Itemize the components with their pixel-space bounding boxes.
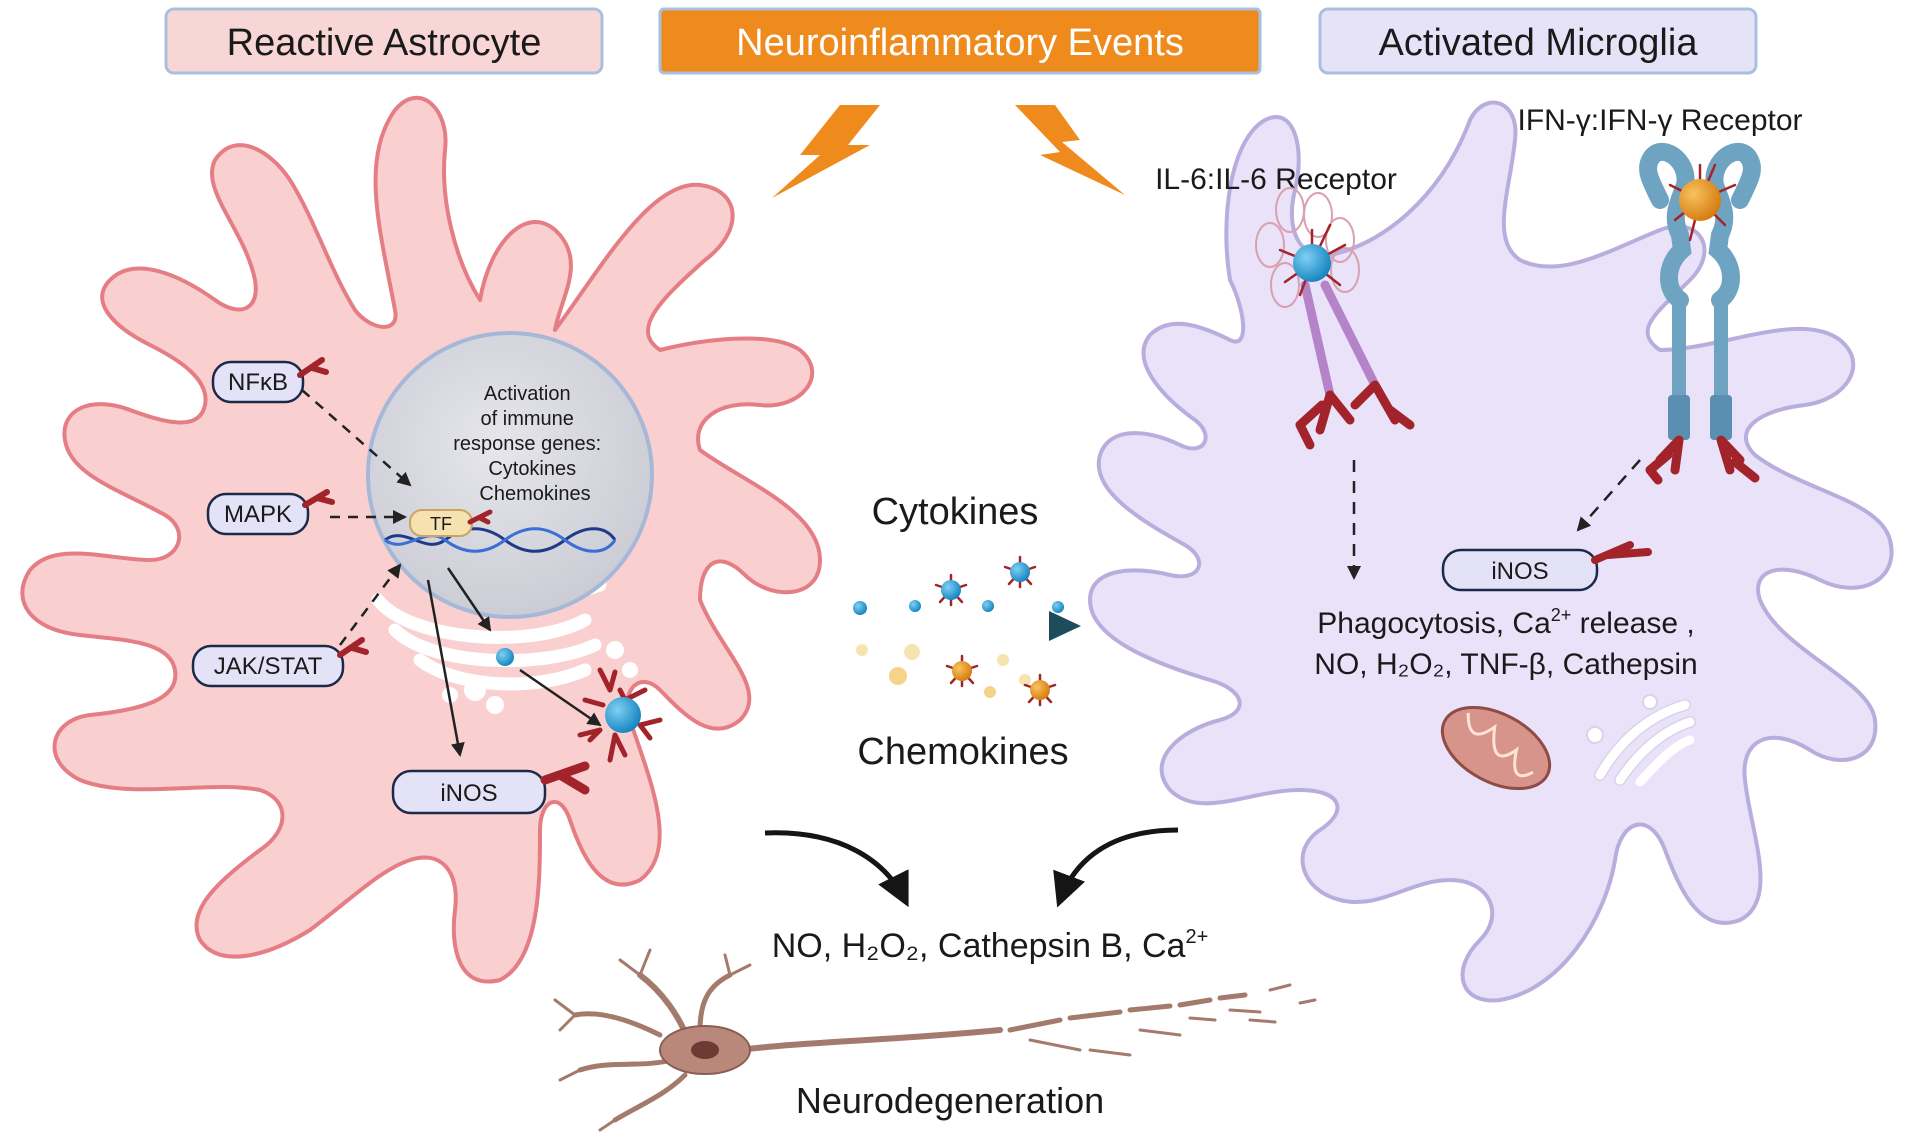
chemokine-with-receptors <box>1023 673 1057 707</box>
receptor-icon <box>1591 541 1652 564</box>
cytokine-particle <box>496 648 514 666</box>
cytokine-particle <box>1052 601 1064 613</box>
tf-receptor-icon <box>467 509 493 525</box>
pathway-jak-stat: JAK/STAT <box>191 637 369 688</box>
microglia-inos: iNOS <box>1441 541 1652 592</box>
mitochondrion <box>1440 705 1552 791</box>
cytokines-label: Cytokines <box>872 491 1039 533</box>
header-microglia-text: Activated Microglia <box>1379 22 1699 64</box>
pathway-jak-stat-label: JAK/STAT <box>214 653 323 680</box>
cytokine-particle <box>909 600 921 612</box>
header-neuroinflammatory-events: Neuroinflammatory Events <box>658 7 1262 75</box>
nucleus-output-arrows <box>426 567 602 757</box>
receptor-icon <box>1716 435 1760 483</box>
chemokines-label: Chemokines <box>857 731 1068 773</box>
vesicle <box>1642 694 1658 710</box>
vesicle <box>606 641 624 659</box>
astrocyte-inos: iNOS <box>391 761 590 815</box>
nucleus-text-line: Cytokines <box>488 458 576 480</box>
header-activated-microglia: Activated Microglia <box>1318 7 1758 75</box>
vesicle <box>464 679 486 701</box>
receptor-icon <box>337 637 369 658</box>
chemokine-particles <box>856 644 1057 707</box>
chemokine-particle <box>997 654 1009 666</box>
cytokine-particle <box>853 601 867 615</box>
effects-superscript: 2+ <box>1551 605 1572 625</box>
neuron-nucleus <box>691 1041 719 1059</box>
cytokine-with-receptors <box>934 573 968 607</box>
astrocyte-inos-label: iNOS <box>440 780 497 807</box>
cytokine-with-receptors <box>1003 555 1037 589</box>
effects-text-end: release , <box>1571 607 1694 640</box>
chemokine-particle <box>1019 674 1031 686</box>
dashed-arrow <box>1576 459 1641 532</box>
astrocyte-nucleus <box>366 331 654 619</box>
header-events-text: Neuroinflammatory Events <box>736 22 1184 64</box>
neurodegeneration-label: Neurodegeneration <box>796 1080 1104 1121</box>
microglia-output-arrow <box>1053 827 1179 908</box>
solid-arrow <box>446 567 492 632</box>
chemokine-particle <box>889 667 907 685</box>
receptor-icon <box>1295 390 1355 450</box>
nucleus-text-line: Chemokines <box>479 483 590 505</box>
microglia-inos-label: iNOS <box>1491 558 1548 585</box>
microglia-arrows <box>1347 459 1641 580</box>
cytokine-particles <box>853 555 1064 615</box>
nucleus-text-line: of immune <box>481 408 574 430</box>
effects-text: Phagocytosis, Ca <box>1317 607 1551 640</box>
pathway-nfkb: NFκB <box>211 357 329 404</box>
vesicle <box>486 696 504 714</box>
dna-helix <box>384 527 617 553</box>
nucleus-text: Activation of immune response genes: Cyt… <box>453 383 606 505</box>
golgi-apparatus <box>1594 699 1696 787</box>
lightning-bolt-icon <box>772 105 880 198</box>
neuron-icon <box>553 948 1317 1132</box>
ifn-receptor-label: IFN-γ:IFN-γ Receptor <box>1517 104 1802 137</box>
chemokine-particle <box>904 644 920 660</box>
solid-arrow <box>519 668 602 727</box>
vesicle <box>1586 726 1604 744</box>
receptor-icon <box>540 761 590 795</box>
il6-receptor-complex <box>1255 187 1415 450</box>
microglia-effects-line1: Phagocytosis, Ca2+ release , <box>1317 605 1694 640</box>
receptor-icon <box>1645 435 1684 485</box>
chemokine-with-receptors <box>945 654 979 688</box>
chemokine-particle <box>856 644 868 656</box>
dashed-arrow <box>301 389 412 487</box>
lightning-bolt-icon <box>1015 105 1125 195</box>
nucleus-text-line: response genes: <box>453 433 601 455</box>
nucleus-text-line: Activation <box>484 383 571 405</box>
cytokine-particle <box>982 600 994 612</box>
pathway-mapk: MAPK <box>206 489 335 536</box>
header-reactive-astrocyte: Reactive Astrocyte <box>164 7 604 75</box>
microglia-effects-line2: NO, H₂O₂, TNF-β, Cathepsin <box>1314 648 1697 681</box>
vesicle <box>622 662 638 678</box>
pathway-nfkb-label: NFκB <box>228 369 288 396</box>
astrocyte-output-arrow <box>764 830 909 908</box>
receptor-icon <box>302 489 335 508</box>
membrane-cytokine-receptor <box>577 667 663 763</box>
bottom-products-text: NO, H₂O₂, Cathepsin B, Ca2+ <box>772 926 1209 965</box>
il6-receptor-label: IL-6:IL-6 Receptor <box>1155 163 1397 196</box>
solid-arrow <box>426 579 465 757</box>
pathway-arrows <box>301 389 412 646</box>
pathway-mapk-label: MAPK <box>224 501 292 528</box>
chemokine-particle <box>984 686 996 698</box>
receptor-icon <box>297 357 329 378</box>
header-astrocyte-text: Reactive Astrocyte <box>227 22 542 64</box>
ifn-gamma-receptor-complex <box>1639 142 1761 485</box>
receptor-icon <box>1350 380 1415 430</box>
tf-label: TF <box>430 514 452 534</box>
products-superscript: 2+ <box>1185 926 1208 948</box>
products-text: NO, H₂O₂, Cathepsin B, Ca <box>772 927 1186 965</box>
